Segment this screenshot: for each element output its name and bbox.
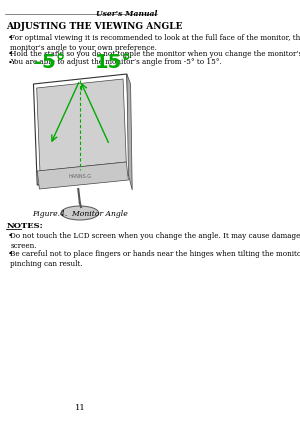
Text: •: •: [8, 59, 12, 67]
Ellipse shape: [61, 206, 99, 220]
Text: You are able to adjust the monitor’s angle from -5° to 15°.: You are able to adjust the monitor’s ang…: [10, 59, 222, 67]
Text: •: •: [8, 50, 12, 58]
Text: •: •: [8, 232, 12, 240]
Text: Do not touch the LCD screen when you change the angle. It may cause damage or br: Do not touch the LCD screen when you cha…: [10, 232, 300, 250]
Polygon shape: [127, 74, 132, 190]
Text: NOTES:: NOTES:: [7, 222, 43, 230]
Text: •: •: [8, 250, 12, 258]
Text: User's Manual: User's Manual: [96, 10, 158, 18]
Text: Figure.4.  Monitor Angle: Figure.4. Monitor Angle: [32, 210, 128, 218]
Text: ADJUSTING THE VIEWING ANGLE: ADJUSTING THE VIEWING ANGLE: [7, 22, 183, 31]
Text: Hold the stand so you do not topple the monitor when you change the monitor’s an: Hold the stand so you do not topple the …: [10, 50, 300, 58]
Text: Be careful not to place fingers or hands near the hinges when tilting the monito: Be careful not to place fingers or hands…: [10, 250, 300, 268]
Text: For optimal viewing it is recommended to look at the full face of the monitor, t: For optimal viewing it is recommended to…: [10, 34, 300, 52]
Polygon shape: [37, 162, 128, 189]
Polygon shape: [37, 79, 126, 171]
Text: 15°: 15°: [95, 53, 132, 72]
Text: -5°: -5°: [34, 53, 66, 72]
Text: 11: 11: [74, 404, 85, 412]
Text: •: •: [8, 34, 12, 42]
Text: HANNS.G: HANNS.G: [68, 175, 92, 179]
